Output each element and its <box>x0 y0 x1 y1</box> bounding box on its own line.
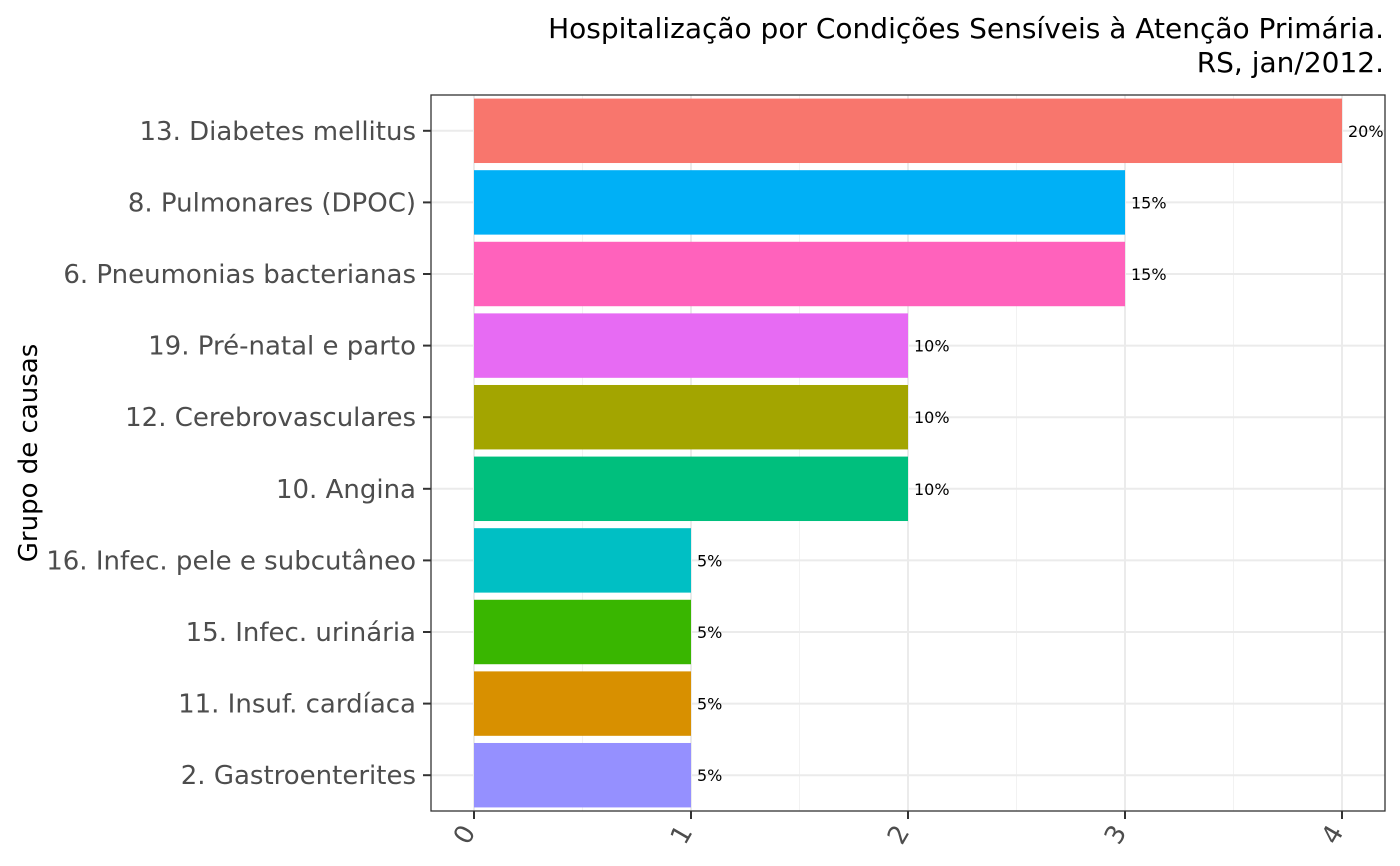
x-axis: 0 1 2 3 4 <box>448 811 1350 850</box>
bar <box>474 170 1125 235</box>
bar <box>474 599 691 665</box>
bar <box>474 742 691 808</box>
bar-value-label: 20% <box>1348 122 1384 141</box>
y-tick-label: 10. Angina <box>276 475 416 505</box>
bar <box>474 241 1125 307</box>
x-tick-label: 4 <box>1316 820 1350 849</box>
x-tick-label: 2 <box>882 820 916 849</box>
x-tick-label: 0 <box>448 820 482 849</box>
bar <box>474 528 691 593</box>
data-labels: 20% 15% 15% 10% 10% 10% 5% 5% 5% 5% <box>697 122 1384 785</box>
bar-value-label: 5% <box>697 766 722 785</box>
y-tick-label: 2. Gastroenterites <box>181 761 416 791</box>
bar-value-label: 10% <box>914 408 950 427</box>
bar <box>474 313 908 378</box>
bars <box>474 98 1342 808</box>
x-tick-label: 3 <box>1099 820 1133 849</box>
bar <box>474 671 691 736</box>
chart-title: Hospitalização por Condições Sensíveis à… <box>548 12 1384 45</box>
bar <box>474 98 1342 164</box>
y-tick-label: 19. Pré-natal e parto <box>148 332 416 362</box>
bar-value-label: 5% <box>697 695 722 714</box>
bar-value-label: 10% <box>914 480 950 499</box>
bar-value-label: 15% <box>1131 193 1167 212</box>
bar <box>474 384 908 450</box>
y-tick-label: 12. Cerebrovasculares <box>125 403 416 433</box>
bar-value-label: 5% <box>697 623 722 642</box>
y-tick-label: 15. Infec. urinária <box>186 618 416 648</box>
y-tick-label: 11. Insuf. cardíaca <box>178 690 416 720</box>
y-axis-title: Grupo de causas <box>14 344 44 563</box>
chart-subtitle: RS, jan/2012. <box>1197 46 1384 79</box>
y-tick-label: 8. Pulmonares (DPOC) <box>128 188 416 218</box>
bar <box>474 456 908 522</box>
y-axis: 13. Diabetes mellitus 8. Pulmonares (DPOC… <box>46 117 431 791</box>
y-tick-label: 6. Pneumonias bacterianas <box>63 260 416 290</box>
bar-value-label: 5% <box>697 551 722 570</box>
x-tick-label: 1 <box>665 820 699 849</box>
y-tick-label: 13. Diabetes mellitus <box>139 117 416 147</box>
y-tick-label: 16. Infec. pele e subcutâneo <box>46 546 416 576</box>
bar-value-label: 10% <box>914 337 950 356</box>
bar-value-label: 15% <box>1131 265 1167 284</box>
